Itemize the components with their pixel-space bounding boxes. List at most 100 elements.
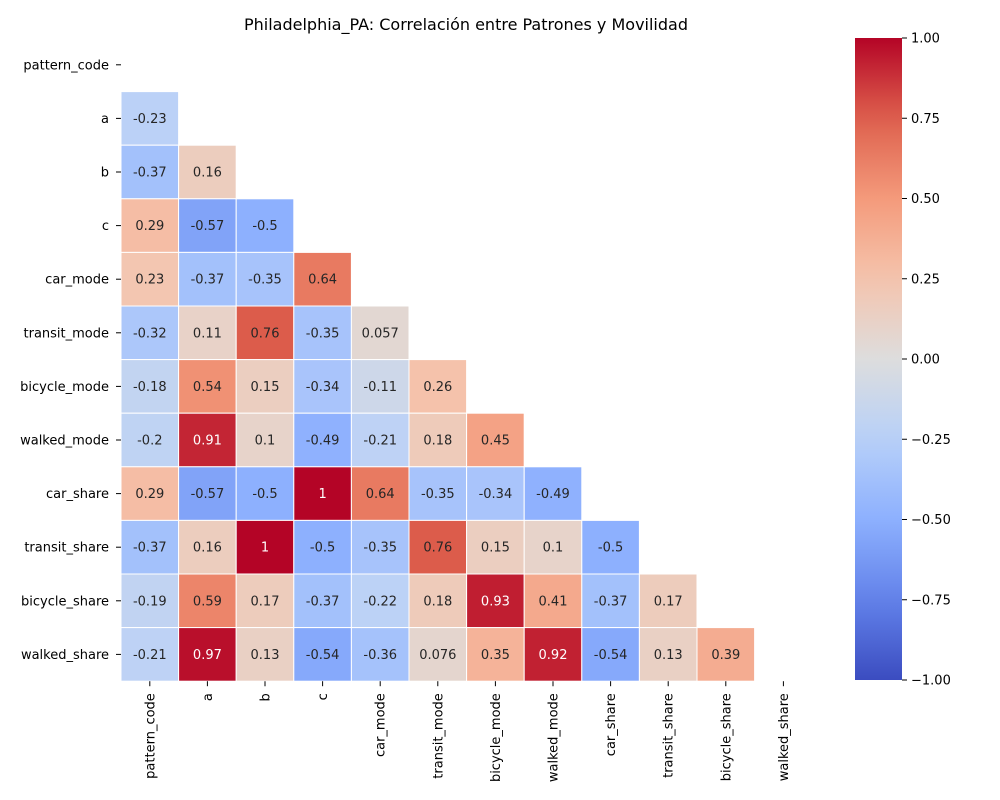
cell-value-label: 0.076 [419, 648, 456, 663]
cell-value-label: -0.35 [363, 541, 397, 556]
cell-value-label: 0.26 [423, 380, 452, 395]
cell-value-label: -0.11 [363, 380, 397, 395]
colorbar: 1.00 0.75 0.50 0.25 0.00 −0.25 −0.50 −0.75 −1.00 [855, 32, 951, 689]
cell-value-label: 0.17 [251, 594, 280, 609]
heatmap-cell [235, 198, 295, 253]
heatmap-cell [120, 466, 180, 521]
cell-value-label: 0.17 [654, 594, 683, 609]
cell-value-label: 0.15 [481, 541, 510, 556]
heatmap-cell [466, 627, 525, 682]
colorbar-tick-label: −0.25 [911, 433, 951, 448]
heatmap-cell [235, 359, 295, 414]
chart-title: Philadelphia_PA: Correlación entre Patro… [244, 15, 688, 35]
cell-value-label: -0.37 [133, 166, 167, 181]
heatmap-cell [120, 412, 180, 468]
cell-value-label: 0.16 [193, 166, 222, 181]
x-tick-label: transit_share [662, 693, 677, 778]
y-tick-label: walked_share [21, 648, 109, 663]
heatmap-cell [178, 359, 237, 414]
colorbar-tick-label: 0.75 [911, 112, 940, 127]
cell-value-label: -0.19 [133, 594, 167, 609]
cell-value-label: -0.37 [191, 273, 225, 288]
cell-value-label: -0.57 [191, 219, 225, 234]
heatmap-cell [235, 466, 295, 521]
cell-value-label: -0.34 [479, 487, 513, 502]
heatmap-cell [120, 627, 180, 682]
cell-value-label: 0.29 [135, 487, 164, 502]
y-tick-label: transit_share [24, 541, 109, 556]
cell-value-label: 0.057 [362, 326, 399, 341]
heatmap-cell [178, 144, 237, 200]
cell-value-label: -0.49 [536, 487, 570, 502]
cell-value-label: 0.35 [481, 648, 510, 663]
cell-value-label: -0.5 [598, 541, 623, 556]
heatmap-cell [120, 91, 180, 146]
y-tick-label: bicycle_mode [20, 380, 109, 395]
cell-value-label: -0.37 [594, 594, 628, 609]
heatmap-cell [408, 627, 468, 682]
heatmap-cell [178, 251, 237, 307]
heatmap-cell [466, 519, 525, 575]
colorbar-tick-label: 0.25 [911, 272, 940, 287]
cell-value-label: 1 [261, 541, 269, 556]
x-tick-label: pattern_code [143, 693, 158, 779]
cell-value-label: -0.35 [306, 326, 340, 341]
heatmap-cell [120, 519, 180, 575]
cell-value-label: -0.21 [133, 648, 167, 663]
colorbar-tick-label: 0.50 [911, 192, 940, 207]
cell-value-label: -0.18 [133, 380, 167, 395]
cell-value-label: 0.13 [251, 648, 280, 663]
x-tick-label: a [201, 693, 216, 701]
heatmap-cell [350, 359, 410, 414]
cell-value-label: 0.18 [423, 434, 452, 449]
cell-value-label: 0.15 [251, 380, 280, 395]
cell-value-label: -0.32 [133, 326, 167, 341]
y-tick-label: car_share [46, 487, 109, 502]
colorbar-tick-label: 0.00 [911, 353, 940, 368]
heatmap-cell [293, 251, 352, 307]
cell-value-label: 0.11 [193, 326, 222, 341]
cell-value-label: -0.35 [248, 273, 282, 288]
cell-value-label: 0.54 [193, 380, 222, 395]
heatmap-cell [293, 359, 352, 414]
cell-value-label: 0.18 [423, 594, 452, 609]
x-tick-label: bicycle_mode [489, 693, 504, 782]
heatmap-cell [178, 573, 237, 629]
y-tick-label: car_mode [45, 273, 109, 288]
cell-value-label: -0.21 [363, 434, 397, 449]
heatmap-cell [235, 573, 295, 629]
cell-value-label: -0.35 [421, 487, 455, 502]
heatmap-cell [408, 412, 468, 468]
colorbar-tick-label: 1.00 [911, 32, 940, 47]
heatmap-cell [120, 573, 180, 629]
heatmap-cell [178, 305, 237, 361]
heatmap-cell [350, 627, 410, 682]
heatmap-cell [178, 412, 237, 468]
heatmap-cell [293, 573, 352, 629]
heatmap-cell [523, 573, 583, 629]
cell-value-label: 0.76 [423, 541, 452, 556]
cell-value-label: 0.1 [255, 434, 276, 449]
cell-value-label: 0.16 [193, 541, 222, 556]
cell-value-label: -0.22 [363, 594, 397, 609]
cell-value-label: 0.29 [135, 219, 164, 234]
y-tick-label: a [101, 112, 109, 127]
x-tick-label: walked_share [777, 693, 792, 781]
cell-annotations: -0.23 -0.37 0.16 0.29 -0.57 -0.5 0.23 -0.37 -0.3… [133, 112, 740, 663]
cell-value-label: 0.97 [193, 648, 222, 663]
cell-value-label: 0.59 [193, 594, 222, 609]
cell-value-label: 0.13 [654, 648, 683, 663]
cell-value-label: 0.92 [539, 648, 568, 663]
heatmap-cell [120, 144, 180, 200]
cell-value-label: -0.49 [306, 434, 340, 449]
heatmap-cell [581, 519, 640, 575]
heatmap-cell [581, 573, 640, 629]
heatmap-cell [408, 359, 468, 414]
cell-value-label: 0.41 [539, 594, 568, 609]
y-tick-label: b [101, 166, 109, 181]
heatmap-cell [696, 627, 756, 682]
cell-value-label: -0.54 [306, 648, 340, 663]
y-tick-label: transit_mode [24, 326, 110, 341]
